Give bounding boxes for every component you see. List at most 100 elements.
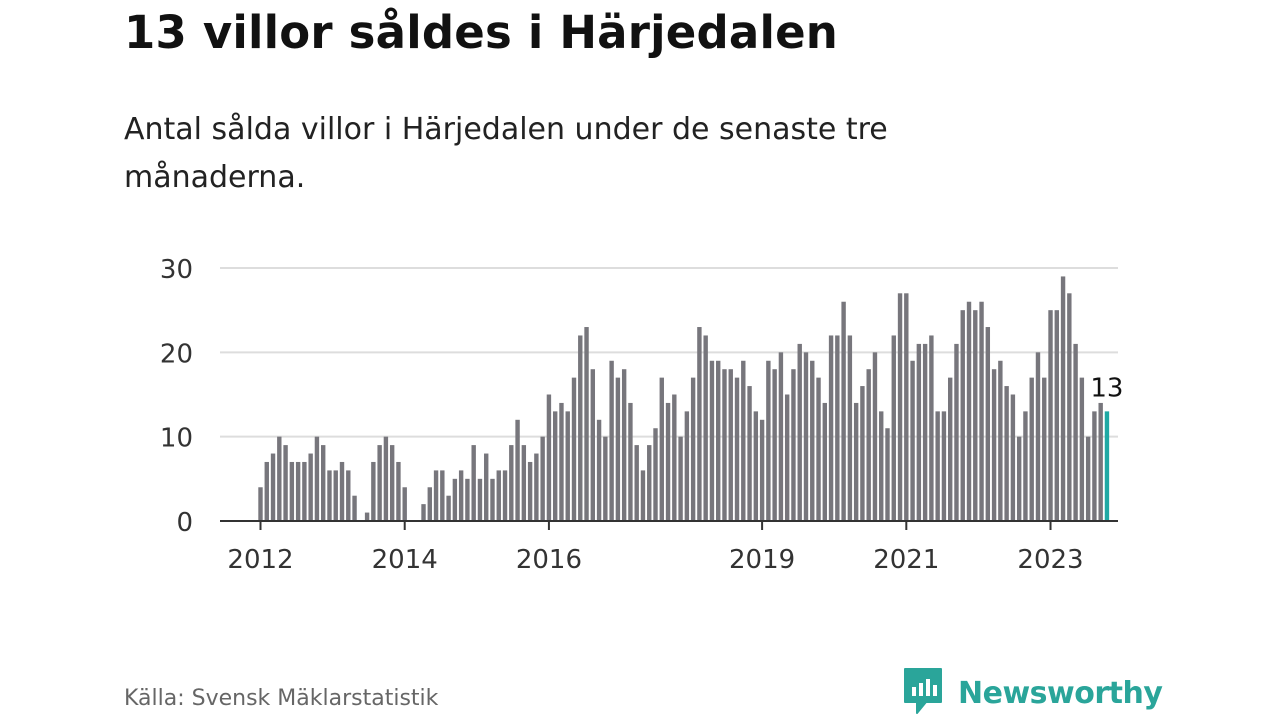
bar [321,445,326,521]
bar [352,495,357,521]
data-labels: 13 [1090,373,1123,403]
bar [490,478,495,521]
bar [973,310,978,521]
bar [885,428,890,521]
bar [747,386,752,521]
bar [998,360,1003,521]
x-tick-label: 2016 [516,545,582,575]
bar [753,411,759,521]
bar [565,411,570,521]
y-tick-label: 30 [160,255,193,285]
bar [371,461,376,521]
bar [396,461,401,521]
bar [496,470,501,521]
bar [697,327,702,521]
bar [578,335,583,521]
bar [791,369,796,521]
bar [891,335,896,521]
bar [897,293,903,521]
bar [966,301,972,521]
bar [302,461,307,521]
bar [716,360,721,521]
bar [866,369,871,521]
x-axis [220,520,1118,530]
bar [1060,276,1066,521]
bar [709,360,715,521]
bar [546,394,552,521]
bar [772,369,777,521]
y-tick-label: 20 [160,339,193,369]
bar [1054,310,1059,521]
bar [433,470,439,521]
bar [828,335,834,521]
bar [734,377,740,521]
bar [571,377,577,521]
bar [446,495,451,521]
bar [803,352,809,521]
bar [270,453,276,521]
bar [452,478,458,521]
bar [678,436,683,521]
source-note: Källa: Svensk Mäklarstatistik [124,686,439,711]
bar [1098,402,1103,521]
bar [860,386,865,521]
x-tick-label: 2019 [729,545,795,575]
x-axis-tick-labels: 2012 2014 2016 2019 2021 2023 [227,545,1083,575]
bar [471,445,476,521]
bar [640,470,646,521]
bar [1029,377,1034,521]
bar [327,470,332,521]
bar [289,461,295,521]
bar [603,436,608,521]
bar [1042,377,1047,521]
bar-series [258,276,1110,521]
bar [690,377,696,521]
bar [1016,436,1022,521]
y-axis-tick-labels: 0 10 20 30 [160,255,193,538]
bar [904,293,909,521]
bar [741,360,746,521]
bar [778,352,784,521]
bar [929,335,934,521]
bar [477,478,483,521]
bar [283,445,288,521]
bar [383,436,389,521]
bar [634,445,639,521]
bar [339,461,345,521]
bar [935,411,940,521]
brand-logo[interactable]: Newsworthy [902,668,1163,718]
bar [264,461,269,521]
bar [816,377,821,521]
bar [841,301,846,521]
bar [766,360,771,521]
bar [684,411,690,521]
bar [484,453,489,521]
bar [1048,310,1053,521]
highlight-value-label: 13 [1090,373,1123,403]
bar [621,369,627,521]
bar [948,377,953,521]
bar [797,343,802,521]
bar [960,310,965,521]
bar [991,369,997,521]
bar [954,343,959,521]
bar [922,343,928,521]
bar [346,470,351,521]
bar [1092,411,1097,521]
bar [590,369,596,521]
bar [628,402,633,521]
bar [672,394,677,521]
bar [822,402,827,521]
bar [1004,386,1009,521]
highlighted-bar [1104,411,1110,521]
bar [653,428,658,521]
bar [559,402,564,521]
bar [596,419,602,521]
bar [910,360,915,521]
bar [521,445,527,521]
bar [1079,377,1085,521]
bar [1010,394,1016,521]
bar [703,335,708,521]
bar [402,487,407,521]
